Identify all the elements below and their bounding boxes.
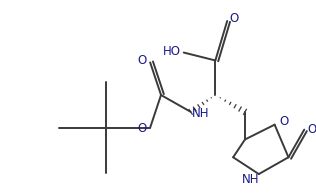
Text: NH: NH [192,107,209,120]
Text: O: O [279,115,288,128]
Text: NH: NH [242,174,260,186]
Text: O: O [229,12,239,26]
Text: O: O [307,123,316,136]
Text: HO: HO [163,45,181,58]
Text: O: O [138,54,147,67]
Text: O: O [138,122,147,135]
